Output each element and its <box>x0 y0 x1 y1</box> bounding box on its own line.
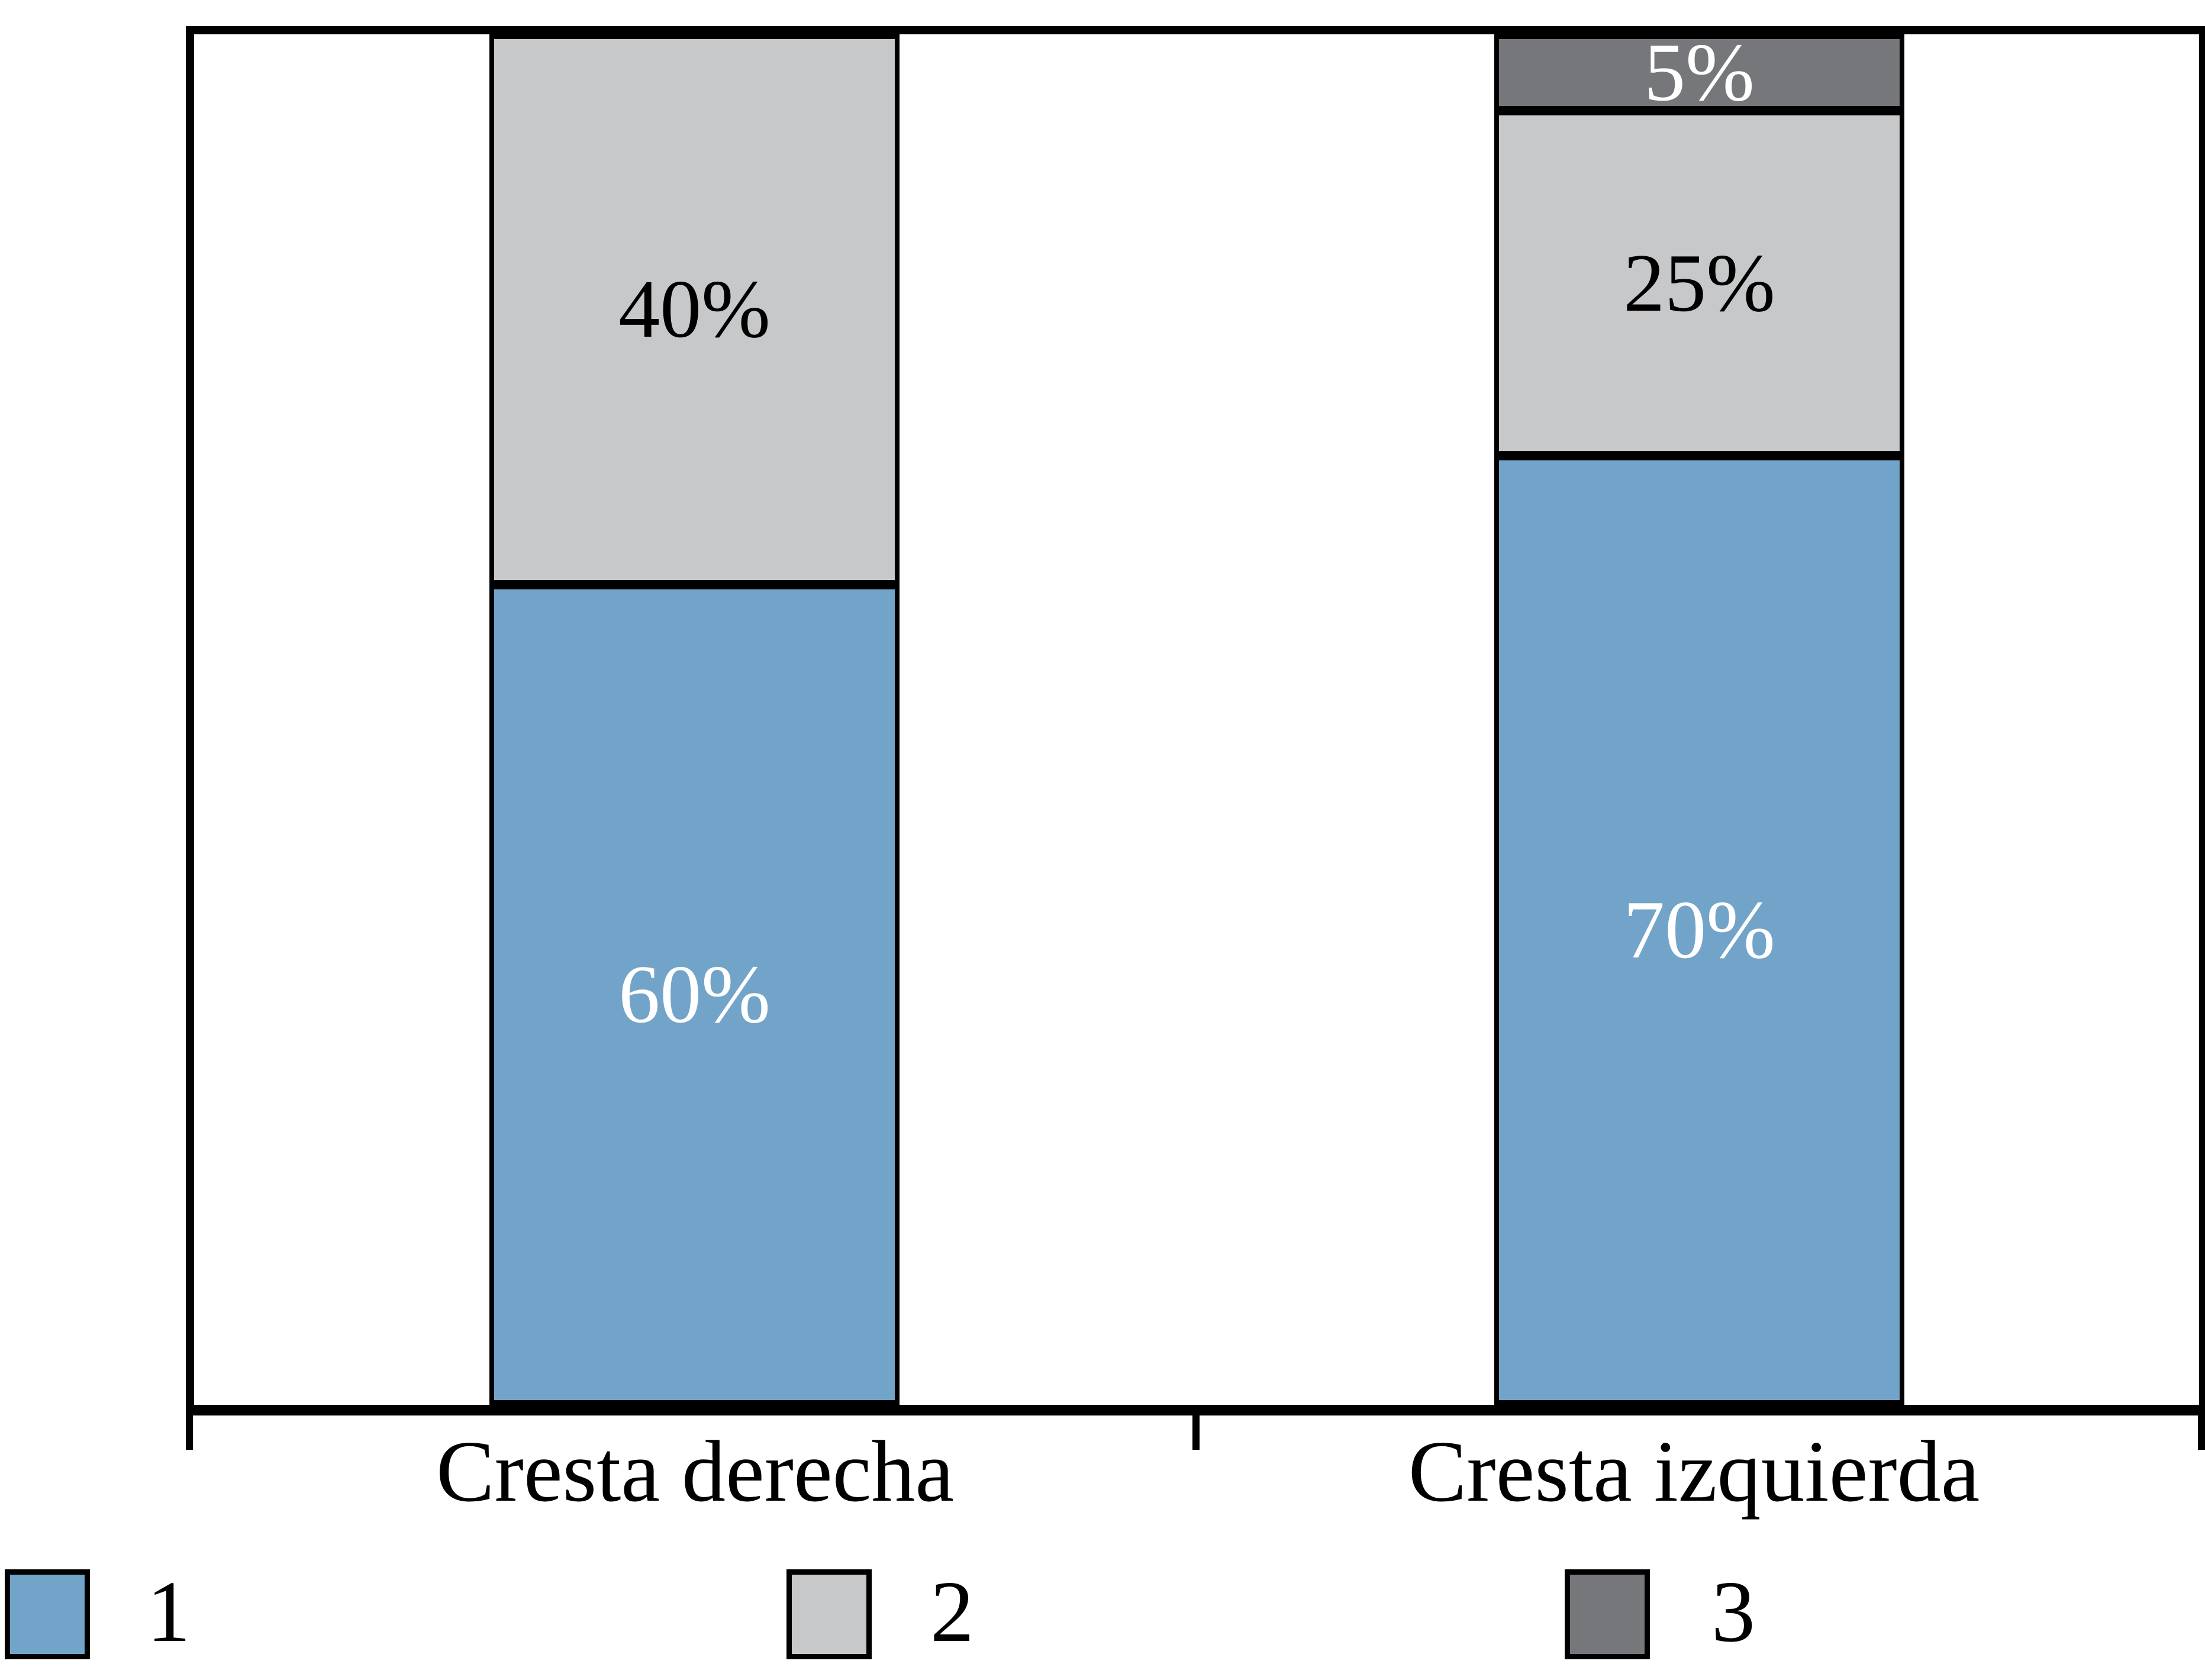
legend-swatch-series-1 <box>5 1569 90 1659</box>
segment-value-label: 25% <box>1623 237 1775 329</box>
bar-cresta-izquierda: 5% 25% 70% <box>1494 26 1904 1405</box>
legend-label-series-2: 2 <box>930 1563 974 1660</box>
x-axis-tick-left <box>186 1415 193 1450</box>
bar-segment-series-2: 25% <box>1494 111 1904 456</box>
legend-swatch-series-2 <box>786 1569 872 1659</box>
legend-label-series-3: 3 <box>1711 1563 1755 1660</box>
bar-segment-series-1: 60% <box>489 584 900 1405</box>
x-axis-tick-right <box>2198 1415 2205 1450</box>
x-axis-tick-middle <box>1192 1415 1200 1450</box>
category-label-cresta-izquierda: Cresta izquierda <box>1408 1423 1980 1520</box>
segment-value-label: 40% <box>618 263 771 355</box>
plot-area: 40% 60% 5% 25% 70% <box>186 26 2205 1415</box>
legend-label-series-1: 1 <box>147 1563 191 1660</box>
bar-segment-series-2: 40% <box>489 34 900 585</box>
segment-value-label: 5% <box>1644 26 1755 118</box>
bar-segment-series-3: 5% <box>1494 26 1904 118</box>
segment-value-label: 70% <box>1623 884 1775 976</box>
bar-segment-series-1: 70% <box>1494 456 1904 1405</box>
category-label-cresta-derecha: Cresta derecha <box>436 1423 955 1520</box>
legend-swatch-series-3 <box>1565 1569 1650 1659</box>
segment-value-label: 60% <box>618 948 771 1040</box>
bar-cresta-derecha: 40% 60% <box>489 34 900 1405</box>
